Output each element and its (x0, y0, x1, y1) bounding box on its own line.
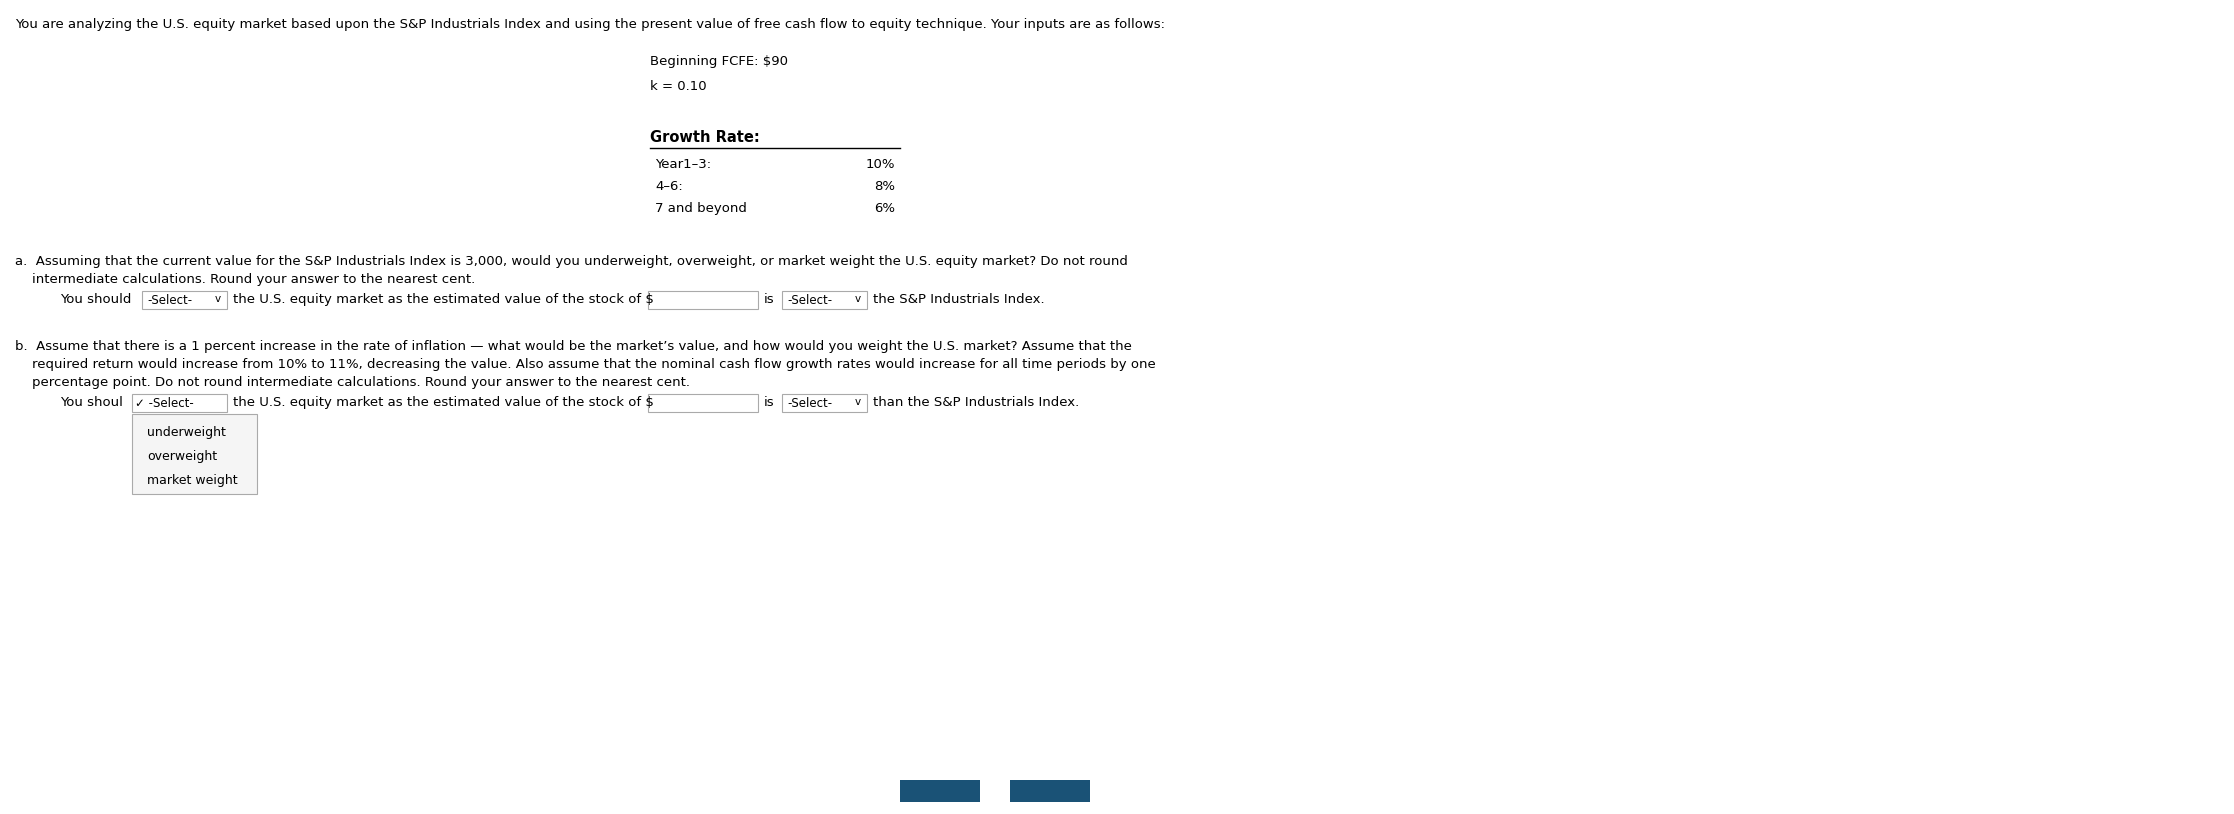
Text: Year1–3:: Year1–3: (655, 158, 710, 171)
FancyBboxPatch shape (1010, 780, 1090, 802)
Text: 10%: 10% (865, 158, 896, 171)
FancyBboxPatch shape (648, 394, 757, 412)
FancyBboxPatch shape (900, 780, 981, 802)
Text: is: is (764, 396, 775, 409)
Text: required return would increase from 10% to 11%, decreasing the value. Also assum: required return would increase from 10% … (16, 358, 1155, 371)
Text: 8%: 8% (873, 180, 896, 193)
FancyBboxPatch shape (132, 394, 228, 412)
Text: 7 and beyond: 7 and beyond (655, 202, 746, 215)
Text: the U.S. equity market as the estimated value of the stock of $: the U.S. equity market as the estimated … (232, 293, 655, 306)
Text: -Select-: -Select- (786, 397, 831, 410)
Text: percentage point. Do not round intermediate calculations. Round your answer to t: percentage point. Do not round intermedi… (16, 376, 690, 389)
Text: v: v (856, 294, 860, 304)
Text: 6%: 6% (873, 202, 896, 215)
Text: -Select-: -Select- (147, 294, 192, 307)
Text: b.  Assume that there is a 1 percent increase in the rate of inflation — what wo: b. Assume that there is a 1 percent incr… (16, 340, 1133, 353)
Text: intermediate calculations. Round your answer to the nearest cent.: intermediate calculations. Round your an… (16, 273, 476, 286)
Text: You are analyzing the U.S. equity market based upon the S&P Industrials Index an: You are analyzing the U.S. equity market… (16, 18, 1164, 31)
Text: Growth Rate:: Growth Rate: (650, 130, 760, 145)
Text: Beginning FCFE: $90: Beginning FCFE: $90 (650, 55, 789, 68)
FancyBboxPatch shape (132, 414, 257, 494)
FancyBboxPatch shape (782, 394, 867, 412)
Text: overweight: overweight (147, 450, 217, 463)
Text: market weight: market weight (147, 474, 237, 487)
FancyBboxPatch shape (143, 291, 228, 309)
Text: a.  Assuming that the current value for the S&P Industrials Index is 3,000, woul: a. Assuming that the current value for t… (16, 255, 1128, 268)
Text: the S&P Industrials Index.: the S&P Industrials Index. (873, 293, 1046, 306)
Text: v: v (856, 397, 860, 407)
FancyBboxPatch shape (782, 291, 867, 309)
Text: underweight: underweight (147, 426, 226, 439)
FancyBboxPatch shape (648, 291, 757, 309)
Text: You should: You should (60, 293, 132, 306)
Text: than the S&P Industrials Index.: than the S&P Industrials Index. (873, 396, 1079, 409)
Text: the U.S. equity market as the estimated value of the stock of $: the U.S. equity market as the estimated … (232, 396, 655, 409)
Text: You shoul: You shoul (60, 396, 123, 409)
Text: -Select-: -Select- (786, 294, 831, 307)
Text: v: v (214, 294, 221, 304)
Text: is: is (764, 293, 775, 306)
Text: 4–6:: 4–6: (655, 180, 684, 193)
Text: k = 0.10: k = 0.10 (650, 80, 706, 93)
Text: ✓ -Select-: ✓ -Select- (134, 397, 194, 410)
